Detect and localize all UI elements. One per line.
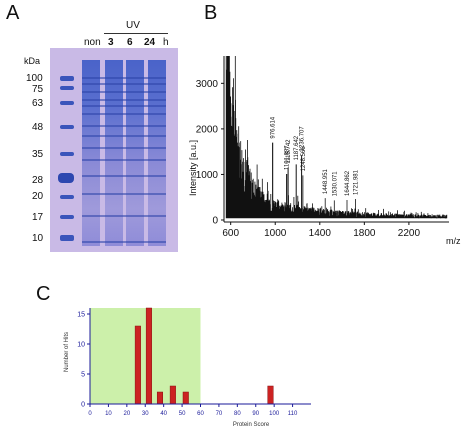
kda-label: kDa — [24, 56, 41, 66]
peak-label: 1721.981 — [354, 169, 360, 195]
histogram-bar — [267, 385, 274, 405]
sample-band-lines — [82, 77, 166, 243]
marker-band — [60, 235, 74, 241]
shaded-score-range — [90, 308, 201, 404]
time-unit-label: h — [163, 37, 169, 48]
histogram-y-tick-label: 10 — [77, 342, 85, 349]
lane-label-3: 3 — [108, 37, 114, 48]
peak-label: 1644.862 — [345, 170, 351, 196]
marker-band — [60, 215, 74, 219]
marker-label-75: 75 — [32, 84, 44, 95]
spectrum-trace — [225, 56, 448, 219]
spectrum-x-tick-label: 1800 — [353, 228, 376, 239]
marker-label-10: 10 — [32, 233, 44, 244]
histogram-y-tick-label: 0 — [81, 402, 85, 409]
peak-label: 1101.887 — [285, 145, 291, 170]
peak-label: 1236.707 — [300, 126, 306, 152]
spectrum-x-tick-label: 1400 — [309, 228, 332, 239]
histogram-y-tick-label: 15 — [77, 312, 85, 319]
marker-band — [60, 86, 74, 90]
spectrum-y-tick-label: 0 — [212, 216, 218, 227]
histogram-x-tick-label: 100 — [269, 411, 280, 417]
marker-label-63: 63 — [32, 98, 44, 109]
spectrum-x-tick-label: 1000 — [264, 228, 287, 239]
marker-band — [60, 195, 74, 199]
spectrum-y-tick-label: 3000 — [196, 79, 219, 90]
peak-label: 1248.566 — [301, 146, 307, 172]
histogram-bar — [169, 385, 176, 405]
histogram-bar — [145, 307, 152, 405]
panel-c-label: C — [36, 283, 51, 305]
spectrum-x-axis-label: m/z — [446, 236, 461, 246]
histogram-x-tick-label: 70 — [216, 411, 223, 417]
spectrum-ticks: 0 1000 2000 3000 600 1000 1400 1800 2200 — [196, 79, 421, 239]
marker-band — [60, 101, 74, 105]
histogram-y-axis-label: Number of Hits — [64, 332, 70, 372]
panel-a-label: A — [6, 2, 20, 24]
histogram-bar — [134, 325, 141, 405]
peak-label: 1115.742 — [286, 139, 292, 164]
lane-non — [82, 60, 100, 246]
lane-24h — [148, 60, 166, 246]
histogram-x-tick-label: 110 — [288, 411, 298, 417]
histogram-x-axis-label: Protein Score — [233, 422, 270, 428]
lane-label-6: 6 — [127, 37, 133, 48]
uv-label: UV — [126, 20, 140, 31]
lane-label-24: 24 — [144, 37, 156, 48]
histogram-x-tick-label: 80 — [234, 411, 241, 417]
histogram-x-tick-label: 50 — [179, 411, 186, 417]
marker-label-17: 17 — [32, 212, 44, 223]
protein-score-histogram: 0 5 10 15 0 10 20 30 40 50 60 70 80 90 100 110 Number o… — [64, 307, 311, 428]
marker-label-28: 28 — [32, 175, 44, 186]
marker-band — [60, 125, 74, 129]
marker-band — [60, 76, 74, 81]
spectrum-x-tick-label: 2200 — [398, 228, 421, 239]
gel-image — [50, 48, 178, 252]
panel-b-label: B — [204, 2, 218, 24]
marker-band — [58, 173, 74, 183]
histogram-bar — [156, 391, 163, 405]
spectrum-x-tick-label: 600 — [222, 228, 239, 239]
marker-lane — [58, 76, 74, 241]
spectrum-y-axis-label: Intensity [a.u.] — [188, 140, 198, 196]
marker-band — [60, 152, 74, 156]
peak-label: 1448.951 — [323, 168, 329, 194]
marker-label-48: 48 — [32, 122, 44, 133]
peak-label: 1187.642 — [294, 135, 300, 160]
lane-label-non: non — [84, 37, 101, 48]
peak-label: 1530.071 — [332, 171, 338, 197]
histogram-axes: 0 5 10 15 0 10 20 30 40 50 60 70 80 90 100 110 — [77, 308, 311, 417]
histogram-x-tick-label: 20 — [123, 411, 130, 417]
histogram-x-tick-label: 30 — [142, 411, 149, 417]
spectrum-y-tick-label: 1000 — [196, 170, 219, 181]
marker-label-20: 20 — [32, 191, 44, 202]
histogram-x-tick-label: 10 — [105, 411, 112, 417]
histogram-x-tick-label: 40 — [160, 411, 167, 417]
peak-label: 976.614 — [271, 116, 277, 138]
spectrum-y-tick-label: 2000 — [196, 124, 219, 135]
histogram-bar — [182, 391, 189, 405]
histogram-x-tick-label: 90 — [252, 411, 259, 417]
histogram-x-tick-label: 60 — [197, 411, 204, 417]
histogram-y-tick-label: 5 — [81, 372, 85, 379]
marker-label-100: 100 — [26, 73, 43, 84]
histogram-x-tick-label: 0 — [88, 411, 92, 417]
uv-bracket-line — [104, 33, 168, 34]
lane-3h — [105, 60, 123, 246]
lane-6h — [126, 60, 144, 246]
marker-label-35: 35 — [32, 149, 44, 160]
